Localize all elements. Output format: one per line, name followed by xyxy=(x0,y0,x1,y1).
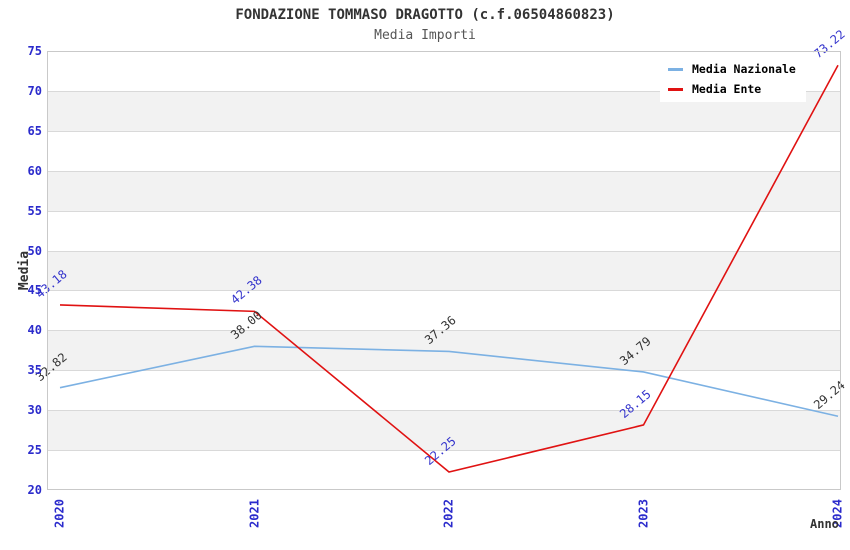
x-tick-label: 2020 xyxy=(52,499,67,528)
legend-label: Media Ente xyxy=(692,82,762,96)
gridline xyxy=(47,90,841,92)
y-tick-label: 60 xyxy=(27,163,42,178)
y-tick-label: 70 xyxy=(27,83,42,98)
gridline xyxy=(47,250,841,252)
gridline xyxy=(47,130,841,132)
legend: Media Nazionale Media Ente xyxy=(660,56,806,102)
gridline xyxy=(47,370,841,372)
y-tick-label: 45 xyxy=(27,283,42,298)
x-tick-label: 2022 xyxy=(441,499,456,528)
y-tick-label: 25 xyxy=(27,443,42,458)
legend-swatch-blue-line xyxy=(668,67,683,71)
y-tick-label: 65 xyxy=(27,123,42,138)
y-tick-label: 20 xyxy=(27,483,42,497)
y-tick-label: 35 xyxy=(27,363,42,378)
series-line-media-ente xyxy=(59,64,839,473)
gridline xyxy=(47,450,841,452)
x-tick-label: 2021 xyxy=(247,499,261,528)
legend-item-media-nazionale: Media Nazionale xyxy=(668,59,796,79)
plot-area: 32.82 38.00 37.36 34.79 29.24 43.18 42.38 22.25… xyxy=(33,27,848,490)
legend-label: Media Nazionale xyxy=(692,62,796,76)
gridline xyxy=(47,170,841,172)
gridline xyxy=(47,330,841,332)
y-tick-label: 50 xyxy=(27,243,42,258)
shaded-band xyxy=(47,330,841,371)
gridline xyxy=(47,410,841,412)
x-tick-label: 2023 xyxy=(636,499,650,528)
x-axis-title: Anno xyxy=(810,517,839,531)
y-tick-label: 40 xyxy=(27,323,42,338)
y-tick-label: 30 xyxy=(27,403,42,418)
y-tick-label: 75 xyxy=(27,44,42,58)
series-line-media-nazionale xyxy=(59,345,839,418)
series-lines xyxy=(59,64,839,473)
legend-item-media-ente: Media Ente xyxy=(668,79,796,99)
shaded-band xyxy=(47,410,841,451)
chart-title: FONDAZIONE TOMMASO DRAGOTTO (c.f.0650486… xyxy=(235,7,615,23)
legend-swatch-red-line xyxy=(668,87,683,91)
chart-subtitle: Media Importi xyxy=(374,28,476,43)
y-tick-label: 55 xyxy=(27,203,42,218)
gridline xyxy=(47,290,841,292)
gridline xyxy=(47,210,841,212)
shaded-band xyxy=(47,170,841,211)
shaded-band xyxy=(47,250,841,291)
y-axis-title: Media xyxy=(17,250,33,291)
